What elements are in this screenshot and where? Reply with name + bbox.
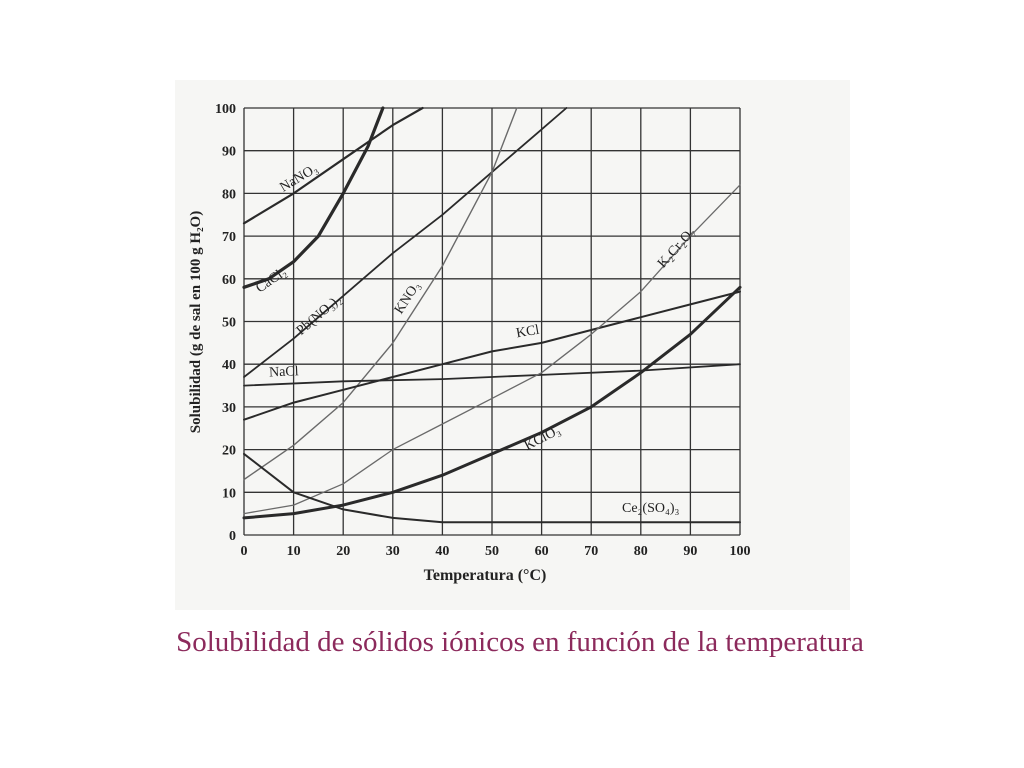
x-tick-label: 90: [683, 544, 697, 559]
y-axis-label: Solubilidad (g de sal en 100 g H₂O): [188, 211, 204, 433]
series-line: [242, 106, 385, 289]
plot-background: [175, 80, 850, 610]
y-tick-label: 10: [222, 486, 236, 501]
y-tick-label: 80: [222, 187, 236, 202]
x-tick-label: 60: [535, 544, 549, 559]
y-tick-label: 20: [222, 444, 236, 459]
series-line: [243, 363, 741, 387]
y-tick-label: 70: [222, 230, 236, 245]
x-tick-label: 50: [485, 544, 499, 559]
series-line: [243, 107, 518, 481]
x-tick-label: 0: [241, 544, 248, 559]
series-line: [243, 107, 568, 378]
y-tick-label: 90: [222, 145, 236, 160]
x-tick-label: 20: [336, 544, 350, 559]
y-tick-label: 50: [222, 316, 236, 331]
chart-title: Solubilidad de sólidos iónicos en funció…: [176, 626, 864, 658]
y-tick-label: 0: [229, 529, 236, 544]
y-tick-label: 60: [222, 273, 236, 288]
x-tick-label: 100: [730, 544, 751, 559]
series-line: [243, 452, 741, 524]
series-label: NaCl: [269, 364, 299, 380]
y-tick-label: 100: [215, 102, 236, 117]
x-tick-label: 10: [287, 544, 301, 559]
x-tick-label: 40: [435, 544, 449, 559]
y-tick-label: 30: [222, 401, 236, 416]
series-line: [242, 285, 742, 520]
x-tick-label: 80: [634, 544, 648, 559]
series-line: [243, 290, 741, 421]
series-line: [243, 184, 741, 515]
series-label: KCl: [515, 323, 541, 342]
series-label: Ce₂(SO₄)₃: [622, 501, 680, 516]
y-tick-label: 40: [222, 358, 236, 373]
x-tick-label: 70: [584, 544, 598, 559]
x-tick-label: 30: [386, 544, 400, 559]
series-line: [242, 106, 424, 225]
x-axis-label: Temperatura (°C): [424, 567, 547, 584]
